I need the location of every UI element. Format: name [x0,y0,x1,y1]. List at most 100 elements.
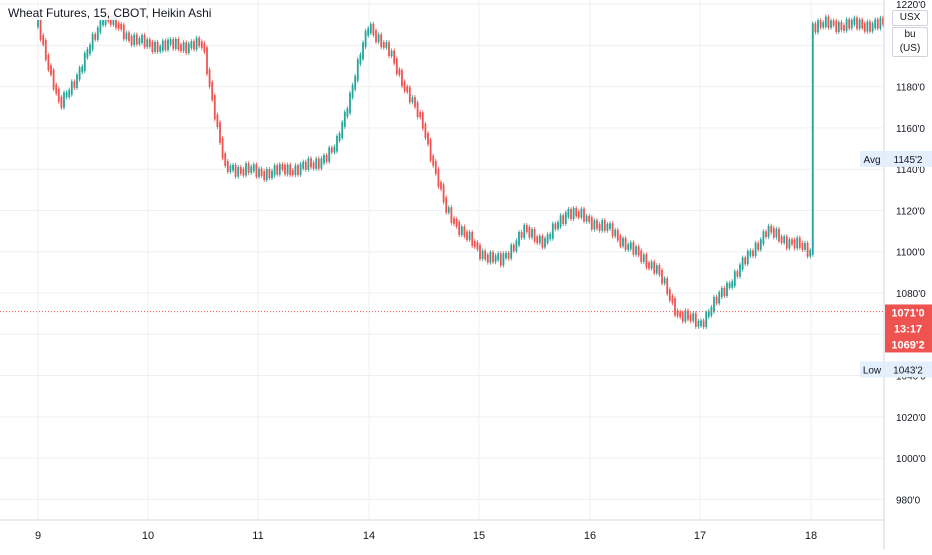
candle-body [76,75,78,88]
candle-body [58,89,60,102]
candle-body [599,224,601,231]
candle-body [804,243,806,250]
candle-body [339,133,341,141]
candle-body [536,236,538,243]
candle-body [274,165,276,175]
candle-body [646,254,648,267]
candle-body [617,230,619,241]
candle-body [625,238,627,250]
candle-body [523,225,525,238]
time-axis-bg [0,520,932,550]
candle-body [529,227,531,238]
currency-button[interactable]: USX [892,10,928,26]
candle-body [570,209,572,219]
price-tick-label: 1100'0 [896,248,925,259]
candle-body [178,39,180,50]
candle-body [544,238,546,247]
candle-body [841,22,843,30]
candle-body [612,223,614,236]
candle-body [271,171,273,178]
candle-body [838,22,840,32]
candle-body [165,41,167,51]
candle-body [622,238,624,246]
candle-body [430,140,432,161]
candle-body [196,38,198,50]
candle-body [633,242,635,254]
candle-body [534,229,536,241]
price-tick-label: 1120'0 [896,206,925,217]
candle-body [89,44,91,53]
candle-body [604,220,606,231]
candle-body [53,70,55,90]
candle-body [578,211,580,217]
time-tick-label: 9 [35,530,41,542]
candles [37,11,932,329]
price-tick-label: 1160'0 [896,124,925,135]
candle-body [230,166,232,172]
candle-body [159,46,161,52]
candle-body [425,124,427,138]
candle-body [750,250,752,255]
candle-body [796,238,798,249]
candle-body [513,245,515,251]
candle-body [620,236,622,247]
candle-body [500,253,502,265]
candle-body [872,23,874,31]
candle-body [482,251,484,259]
candle-body [573,208,575,219]
candle-body [328,147,330,161]
time-tick-label: 14 [363,530,375,542]
candle-body [422,112,424,128]
candle-body [253,164,255,171]
candle-body [380,34,382,47]
candle-body [185,42,187,53]
candle-body [672,296,674,303]
candle-body [412,97,414,102]
candle-body [830,20,832,27]
candle-body [490,252,492,263]
unit-button[interactable]: bu (US) [892,27,928,57]
candle-body [284,165,286,175]
candle-body [495,255,497,262]
candle-body [614,230,616,237]
candle-body [547,234,549,243]
candle-body [146,39,148,47]
price-tick-label: 1080'0 [896,289,926,300]
candle-body [201,41,203,48]
candle-body [791,239,793,244]
candle-body [635,246,637,254]
candle-body [786,236,788,248]
candle-body [219,122,221,143]
candle-body [435,161,437,174]
candle-body [419,112,421,117]
candle-body [87,49,89,58]
candle-body [484,251,486,260]
candle-body [388,42,390,56]
candle-body [331,147,333,152]
candle-body [94,34,96,40]
candle-body [217,114,219,127]
candle-body [128,33,130,41]
avg-tag-label: Avg [863,155,880,166]
candle-body [552,223,554,238]
candle-body [799,238,801,248]
candle-body [167,40,169,51]
candle-body [370,24,372,33]
avg-value: 1145'2 [894,155,923,166]
candle-body [193,41,195,49]
candle-body [365,31,367,47]
candle-body [609,223,611,229]
candle-body [308,158,310,170]
candle-body [648,262,650,268]
candle-body [596,220,598,229]
candle-body [406,86,408,92]
candle-body [305,162,307,170]
candle-body [282,164,284,170]
last-price-badge-text: 13:17 [894,323,922,335]
candle-body [131,36,133,45]
candle-body [778,229,780,241]
grid-lines [0,0,884,520]
candle-body [74,81,76,88]
